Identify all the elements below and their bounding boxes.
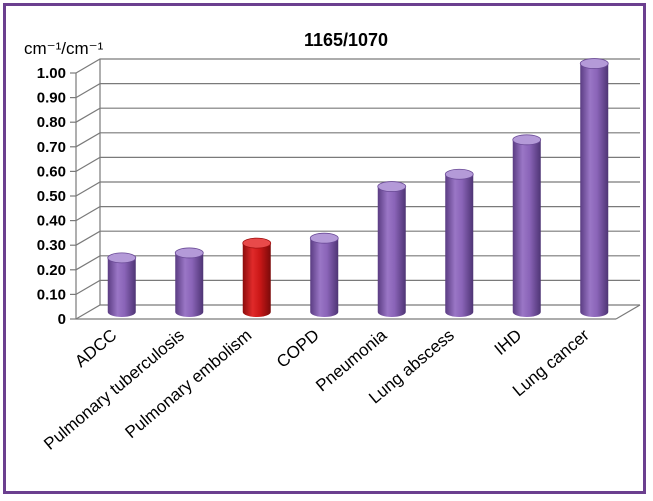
- y-tick-label: 0.50: [37, 188, 66, 205]
- x-tick-label: COPD: [273, 326, 323, 372]
- chart: 1165/1070 cm⁻¹/cm⁻¹ 0 0.10 0.20 0.30 0.40 0.5…: [24, 30, 641, 454]
- gridline: [75, 132, 640, 148]
- bar: [107, 252, 137, 317]
- bar: [174, 247, 204, 317]
- bar: [512, 134, 542, 317]
- bar: [444, 168, 474, 317]
- gridline: [75, 304, 640, 320]
- bars: [107, 58, 609, 317]
- y-tick-label: 1.00: [37, 65, 66, 82]
- x-tick-label: IHD: [491, 326, 526, 359]
- gridline: [75, 156, 640, 172]
- y-tick-label: 0.20: [37, 262, 66, 279]
- gridline: [75, 255, 640, 271]
- x-tick-label: Pulmonary embolism: [122, 326, 256, 443]
- y-tick-label: 0.10: [37, 286, 66, 303]
- gridline: [75, 58, 640, 74]
- gridline: [75, 82, 640, 99]
- bar: [309, 232, 339, 317]
- y-tick-label: 0.40: [37, 213, 66, 230]
- gridlines: [70, 58, 641, 320]
- chart-frame: 1165/1070 cm⁻¹/cm⁻¹ 0 0.10 0.20 0.30 0.40 0.5…: [3, 3, 646, 494]
- gridline: [75, 230, 640, 246]
- y-tick-label: 0.60: [37, 163, 66, 180]
- chart-title: 1165/1070: [304, 30, 388, 50]
- y-tick-label: 0.90: [37, 90, 66, 107]
- bar: [579, 58, 609, 317]
- y-tick-label: 0: [58, 311, 66, 328]
- bar: [242, 237, 272, 317]
- floor-edge: [615, 304, 641, 320]
- x-tick-label: ADCC: [71, 326, 120, 372]
- y-tick-label: 0.80: [37, 114, 66, 131]
- y-axis-label: cm⁻¹/cm⁻¹: [24, 39, 104, 58]
- y-tick-label: 0.30: [37, 237, 66, 254]
- y-tick-label: 0.70: [37, 139, 66, 156]
- gridline: [75, 181, 640, 197]
- gridline: [75, 279, 640, 295]
- gridline: [75, 107, 640, 123]
- gridline: [75, 206, 640, 222]
- bar: [377, 181, 407, 317]
- y-tick-labels: 0 0.10 0.20 0.30 0.40 0.50 0.60 0.70 0.80 0.90 1.0…: [37, 65, 66, 328]
